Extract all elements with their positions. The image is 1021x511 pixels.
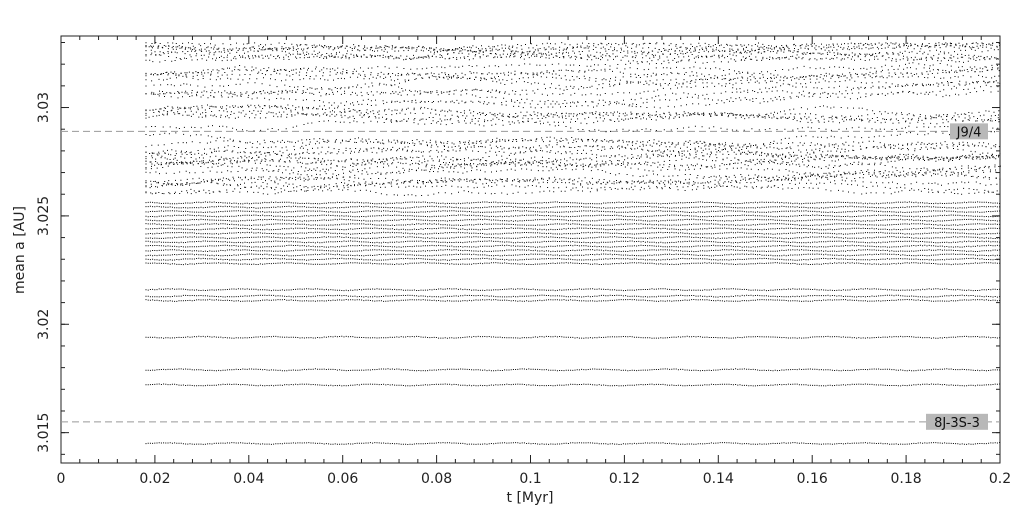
stable-orbit-points bbox=[145, 201, 1001, 445]
chaotic-track bbox=[145, 42, 998, 54]
x-tick-label: 0.16 bbox=[797, 471, 828, 487]
x-axis-ticks: 0 0.02 0.04 0.06 0.08 0.1 0.12 0.14 0.16 0.18 0.2 bbox=[57, 36, 1011, 487]
x-tick-label: 0 bbox=[57, 471, 66, 487]
chaotic-track bbox=[145, 48, 999, 76]
resonance-label: J9/4 bbox=[956, 125, 982, 140]
orbit-track bbox=[145, 240, 1001, 244]
chaotic-track bbox=[145, 42, 1001, 63]
chaotic-track bbox=[145, 137, 1000, 154]
chaotic-track bbox=[145, 139, 996, 169]
orbit-track bbox=[145, 298, 1001, 302]
orbit-track bbox=[145, 223, 1001, 226]
y-tick-label: 3.025 bbox=[36, 196, 52, 236]
chaotic-track bbox=[145, 145, 1000, 162]
y-axis-ticks: 3.015 3.02 3.025 3.03 bbox=[36, 42, 1000, 455]
orbit-track bbox=[145, 253, 1001, 257]
orbit-track bbox=[145, 201, 1001, 205]
orbit-track bbox=[145, 244, 1001, 248]
chaotic-orbit-points bbox=[145, 42, 1001, 197]
chaotic-track bbox=[145, 65, 1000, 80]
resonance-label-bg bbox=[950, 123, 988, 140]
chaotic-track bbox=[145, 172, 997, 188]
orbit-track bbox=[145, 368, 1001, 372]
chaotic-track bbox=[145, 165, 997, 181]
chaotic-track bbox=[145, 110, 999, 133]
x-tick-label: 0.06 bbox=[327, 471, 358, 487]
chaotic-track bbox=[145, 147, 1000, 165]
chaotic-track bbox=[145, 45, 998, 62]
orbit-track bbox=[145, 442, 1001, 445]
chaotic-track bbox=[145, 42, 1001, 63]
orbit-track bbox=[145, 214, 1001, 218]
x-tick-label: 0.02 bbox=[139, 471, 170, 487]
x-tick-label: 0.2 bbox=[989, 471, 1011, 487]
chaotic-track bbox=[145, 164, 1000, 189]
orbit-track bbox=[145, 218, 1001, 222]
chaotic-track bbox=[145, 176, 998, 195]
resonance-label-bg bbox=[926, 413, 988, 430]
chaotic-track bbox=[145, 68, 999, 90]
x-tick-label: 0.12 bbox=[609, 471, 640, 487]
chaotic-track bbox=[145, 153, 999, 170]
y-tick-label: 3.02 bbox=[36, 309, 52, 340]
x-tick-label: 0.04 bbox=[233, 471, 264, 487]
chaotic-track bbox=[145, 84, 999, 103]
y-axis-label: mean a [AU] bbox=[12, 206, 28, 294]
chaotic-track bbox=[145, 104, 999, 122]
chaotic-track bbox=[145, 111, 1000, 132]
chaotic-track bbox=[145, 105, 999, 123]
orbit-track bbox=[145, 335, 1001, 339]
orbit-track bbox=[145, 231, 1001, 235]
orbit-track bbox=[145, 383, 1001, 387]
orbit-track bbox=[145, 236, 1001, 240]
x-tick-label: 0.1 bbox=[519, 471, 541, 487]
chaotic-track bbox=[145, 77, 997, 98]
chaotic-track bbox=[145, 180, 998, 195]
y-tick-label: 3.03 bbox=[36, 92, 52, 123]
resonance-label: 8J-3S-3 bbox=[934, 416, 980, 431]
x-axis-label: t [Myr] bbox=[507, 490, 554, 506]
orbit-track bbox=[145, 262, 1001, 266]
orbit-track bbox=[145, 288, 1001, 292]
orbit-track bbox=[145, 249, 1001, 253]
chaotic-track bbox=[145, 146, 1001, 165]
x-tick-label: 0.14 bbox=[703, 471, 734, 487]
chaotic-track bbox=[145, 157, 1001, 176]
x-tick-label: 0.18 bbox=[891, 471, 922, 487]
chaotic-track bbox=[145, 80, 1001, 106]
chaotic-track bbox=[145, 44, 998, 55]
chaotic-track bbox=[145, 79, 999, 96]
orbit-track bbox=[145, 205, 1001, 209]
chaotic-track bbox=[145, 69, 1000, 82]
orbit-track bbox=[145, 210, 1001, 213]
chaotic-track bbox=[145, 62, 998, 78]
chaotic-track bbox=[145, 131, 995, 147]
chaotic-track bbox=[145, 50, 999, 63]
chaotic-track bbox=[145, 154, 998, 170]
orbit-track bbox=[145, 294, 1001, 298]
y-tick-label: 3.015 bbox=[36, 413, 52, 453]
chaotic-track bbox=[145, 171, 1001, 185]
chaotic-track bbox=[145, 66, 999, 85]
orbit-track bbox=[145, 227, 1001, 231]
chaotic-track bbox=[145, 110, 1000, 125]
chaotic-track bbox=[145, 110, 1000, 125]
chaotic-track bbox=[145, 42, 1000, 57]
chaotic-track bbox=[145, 42, 999, 60]
reference-lines bbox=[61, 130, 1000, 423]
chaotic-track bbox=[145, 90, 999, 113]
x-tick-label: 0.08 bbox=[421, 471, 452, 487]
reference-labels: J9/4 8J-3S-3 bbox=[926, 123, 988, 431]
orbit-track bbox=[145, 257, 1001, 261]
